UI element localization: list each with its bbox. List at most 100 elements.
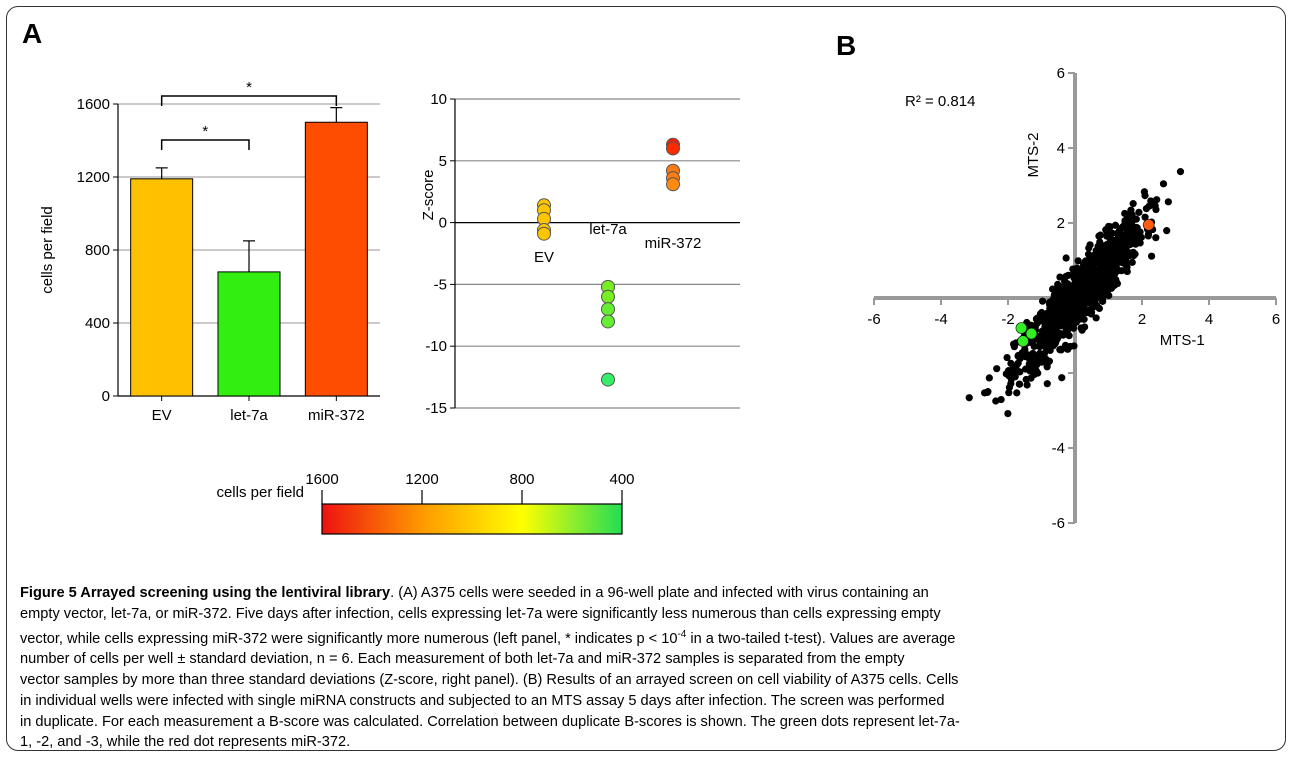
r-squared-annotation: R² = 0.814 [905,93,975,110]
mts-point [1080,262,1088,270]
colorbar-tick-label: 1600 [305,471,338,488]
mts-point [1041,323,1049,331]
mts-highlight-point [1017,335,1029,347]
caption-text: number of cells per well ± standard devi… [20,651,905,668]
mts-point [1048,285,1057,293]
z-group-label: let-7a [589,221,627,238]
bar-category-label: EV [152,407,172,424]
mts-point [1083,295,1091,304]
mts-point [1147,252,1156,260]
bar [217,271,281,397]
mts-point [1016,368,1024,376]
caption-line: vector samples by more than three standa… [20,670,1278,691]
mts-point [1094,277,1102,286]
mts-point [1147,197,1155,205]
bar-chart: 0 400 800 1200 1600 cells per field EV let-7a mi… [39,79,380,424]
panel-letter-b: B [836,30,857,61]
mts-point [1056,273,1064,281]
caption-text: in a two-tailed t-test). Values are aver… [686,630,956,647]
caption-line: number of cells per well ± standard devi… [20,649,1278,670]
mts-point [1036,349,1044,358]
caption-line: in individual wells were infected with s… [20,691,1278,712]
mts-point [1105,272,1114,280]
mts-point [1059,296,1067,304]
mts-point [1043,330,1051,338]
mts-point [1144,232,1152,240]
caption-line: in duplicate. For each measurement a B-s… [20,712,1278,733]
mts-point [1013,389,1021,397]
caption-title: Figure 5 Arrayed screening using the len… [20,585,391,601]
mts-point [1100,289,1108,297]
mts-point [1094,254,1103,263]
mts-xtick-label: 6 [1272,311,1280,328]
mts-point [965,394,973,402]
mts-point [1063,317,1071,325]
mts-point [1051,325,1060,333]
significance-bracket [160,139,250,150]
mts-point [993,365,1001,373]
mts-point [1064,293,1073,301]
mts-point [1105,254,1113,262]
mts-point [1163,227,1171,235]
caption-line: 1, -2, and -3, while the red dot represe… [20,732,1278,753]
mts-point [1086,241,1094,249]
mts-point [1137,233,1145,241]
mts-point [1092,314,1100,322]
mts-point [1077,299,1085,307]
mts-point [1117,267,1126,275]
mts-point [1043,363,1051,371]
significance-label: * [246,79,252,96]
significance-label: * [202,123,208,140]
caption-superscript: -4 [677,628,687,640]
mts-point [1105,244,1114,252]
mts-point [1141,213,1149,221]
mts-point [1135,208,1143,216]
mts-point [1056,346,1064,354]
mts-point [1061,341,1070,349]
mts-point [1043,380,1051,388]
bar-category-label: miR-372 [308,407,365,424]
mts-point [1043,340,1051,348]
mts-point [1129,200,1137,208]
mts-point [1081,323,1089,331]
mts-point [1033,360,1041,369]
z-dot [666,177,680,192]
mts-point [1056,305,1064,313]
z-ytick-label: -5 [434,276,447,293]
caption-text: in individual wells were infected with s… [20,692,945,709]
mts-point [997,395,1005,404]
mts-point [1123,267,1131,276]
mts-point [1110,281,1118,290]
zscore-chart: -15 -10 -5 0 5 10 Z-score EV let-7a miR-372 cells … [216,91,740,535]
mts-point [1055,316,1063,324]
mts-point [1014,359,1022,367]
mts-highlight-point [1142,219,1155,231]
caption-line: Figure 5 Arrayed screening using the len… [20,583,1278,604]
mts-point [1020,351,1028,360]
mts-point [1005,389,1013,397]
mts-ytick-label: 4 [1057,140,1065,157]
mts-point [1059,331,1067,339]
caption-line: empty vector, let-7a, or miR-372. Five d… [20,604,1278,625]
z-ytick-label: -10 [425,338,447,355]
mts-highlight-point [1025,327,1038,340]
mts-point [1096,231,1105,239]
mts-ytick-label: 2 [1057,215,1065,232]
mts-point [1049,333,1057,342]
mts-point [1110,237,1118,245]
mts-point [1004,367,1013,375]
mts-point [980,389,989,397]
mts-point [1075,283,1083,291]
mts-point [1054,280,1062,288]
mts-xtick-label: -2 [1001,311,1014,328]
mts-point [1007,375,1015,383]
bar-ytick-label: 400 [85,315,110,332]
z-dot [537,226,551,241]
caption-text: in duplicate. For each measurement a B-s… [20,713,960,730]
mts-ylabel: MTS-2 [1025,133,1042,178]
mts-point [1176,168,1185,176]
mts-point [1152,234,1160,242]
mts-points [965,168,1185,418]
caption-text: 1, -2, and -3, while the red dot represe… [20,734,351,751]
bar-ytick-label: 1200 [77,169,110,186]
